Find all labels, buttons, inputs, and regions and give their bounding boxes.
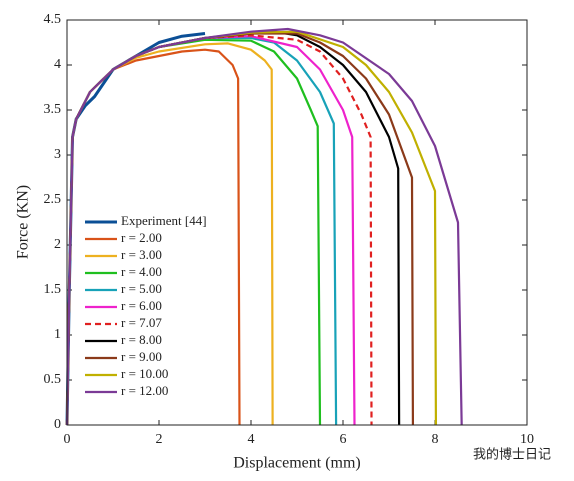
y-tick-label: 4.5 xyxy=(44,12,62,27)
y-tick-label: 3 xyxy=(54,147,61,162)
legend-label: r = 9.00 xyxy=(121,349,162,364)
x-tick-label: 8 xyxy=(432,432,439,447)
legend-label: r = 3.00 xyxy=(121,247,162,262)
legend-label: r = 4.00 xyxy=(121,264,162,279)
legend-label: r = 12.00 xyxy=(121,383,168,398)
legend-label: r = 7.07 xyxy=(121,315,162,330)
legend-label: Experiment [44] xyxy=(121,213,207,228)
y-tick-label: 1.5 xyxy=(44,282,62,297)
x-tick-label: 10 xyxy=(520,432,534,447)
x-axis-label: Displacement (mm) xyxy=(233,455,361,472)
watermark: 我的博士日记 xyxy=(473,447,551,463)
legend: Experiment [44] r = 2.00 r = 3.00 r = 4.00 r… xyxy=(85,213,207,398)
plot-frame xyxy=(66,19,528,426)
y-axis-label: Force (KN) xyxy=(15,185,32,259)
y-tick-label: 4 xyxy=(54,57,61,72)
legend-label: r = 6.00 xyxy=(121,298,162,313)
legend-label: r = 8.00 xyxy=(121,332,162,347)
x-tick-label: 0 xyxy=(64,432,71,447)
x-tick-label: 2 xyxy=(156,432,163,447)
legend-label: r = 5.00 xyxy=(121,281,162,296)
x-tick-label: 6 xyxy=(340,432,347,447)
y-tick-label: 0.5 xyxy=(44,372,62,387)
y-tick-label: 2.5 xyxy=(44,192,62,207)
series-line xyxy=(65,27,463,426)
y-tick-label: 3.5 xyxy=(44,102,62,117)
x-tick-label: 4 xyxy=(248,432,255,447)
y-tick-label: 0 xyxy=(54,417,61,432)
y-tick-label: 1 xyxy=(54,327,61,342)
legend-label: r = 2.00 xyxy=(121,230,162,245)
y-tick-label: 2 xyxy=(54,237,61,252)
legend-label: r = 10.00 xyxy=(121,366,168,381)
